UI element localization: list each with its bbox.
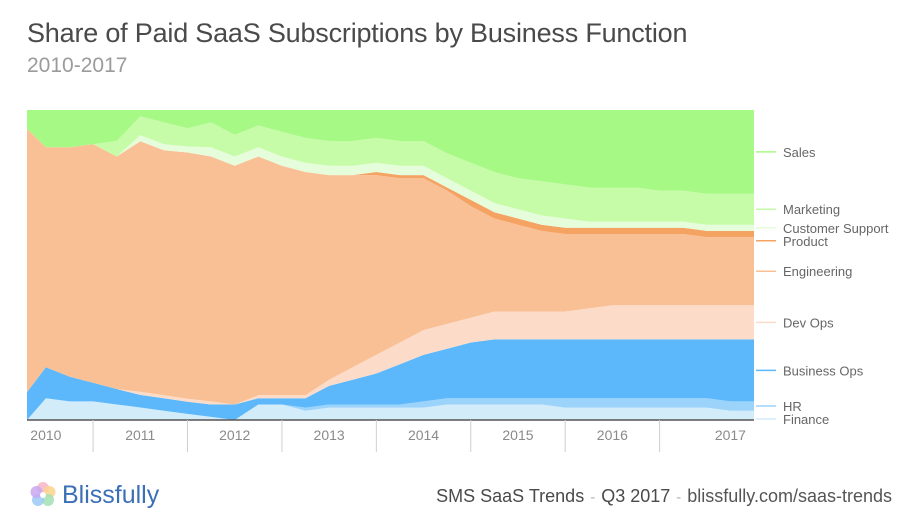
- area-layer: [27, 110, 754, 420]
- legend-label-dev-ops: Dev Ops: [783, 315, 834, 330]
- legend-label-marketing: Marketing: [783, 202, 840, 217]
- footer-period: Q3 2017: [601, 486, 671, 506]
- logo-text: Blissfully: [62, 480, 160, 509]
- x-tick-label: 2011: [125, 427, 155, 443]
- x-tick-label: 2015: [502, 427, 533, 443]
- area-finance: [27, 398, 754, 420]
- footer-credit: SMS SaaS Trends - Q3 2017- blissfully.com/s…: [436, 486, 892, 506]
- legend-label-product: Product: [783, 234, 828, 249]
- area-sales: [27, 110, 754, 194]
- x-tick-label: 2014: [408, 427, 439, 443]
- blissfully-logo[interactable]: Blissfully: [28, 480, 159, 510]
- legend-label-sales: Sales: [783, 145, 816, 160]
- area-dev-ops: [27, 305, 754, 405]
- footer-url[interactable]: blissfully.com/saas-trends: [687, 486, 892, 506]
- x-tick-label: 2017: [715, 427, 746, 443]
- chart-title: Share of Paid SaaS Subscriptions by Busi…: [27, 18, 688, 48]
- chart-subtitle: 2010-2017: [27, 54, 128, 77]
- legend-label-finance: Finance: [783, 412, 829, 427]
- area-engineering: [27, 128, 754, 405]
- stacked-area-chart: 2010 2011 2012 2013 2014 2015 2016 2017 Sales Ma…: [27, 110, 889, 452]
- flower-logo-icon: [30, 482, 56, 506]
- area-hr: [27, 398, 754, 420]
- area-marketing: [27, 116, 754, 225]
- x-axis: 2010 2011 2012 2013 2014 2015 2016 2017: [27, 419, 754, 452]
- x-tick-label: 2016: [597, 427, 628, 443]
- footer-report: SMS SaaS Trends: [436, 486, 585, 506]
- legend-label-hr: HR: [783, 399, 802, 414]
- area-customer-support: [27, 128, 754, 231]
- area-business-ops: [27, 339, 754, 420]
- x-tick-label: 2013: [314, 427, 345, 443]
- legend-label-engineering: Engineering: [783, 264, 852, 279]
- legend-label-business-ops: Business Ops: [783, 363, 864, 378]
- x-tick-label: 2010: [30, 427, 61, 443]
- legend-label-customer-support: Customer Support: [783, 221, 889, 236]
- x-tick-label: 2012: [219, 427, 250, 443]
